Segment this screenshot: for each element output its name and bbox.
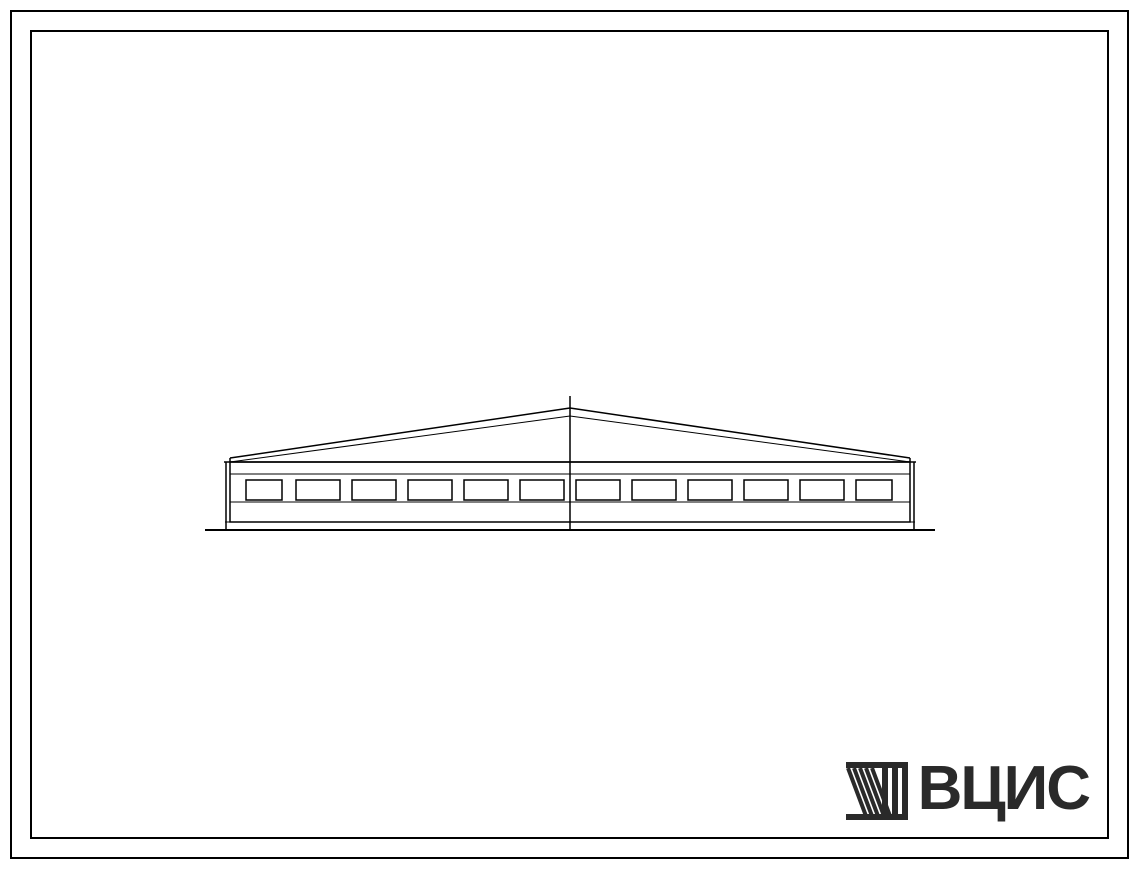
logo-icon xyxy=(842,758,912,820)
logo-text: ВЦИС xyxy=(918,753,1089,824)
building-elevation-drawing xyxy=(0,0,1139,869)
logo: ВЦИС xyxy=(842,753,1089,824)
